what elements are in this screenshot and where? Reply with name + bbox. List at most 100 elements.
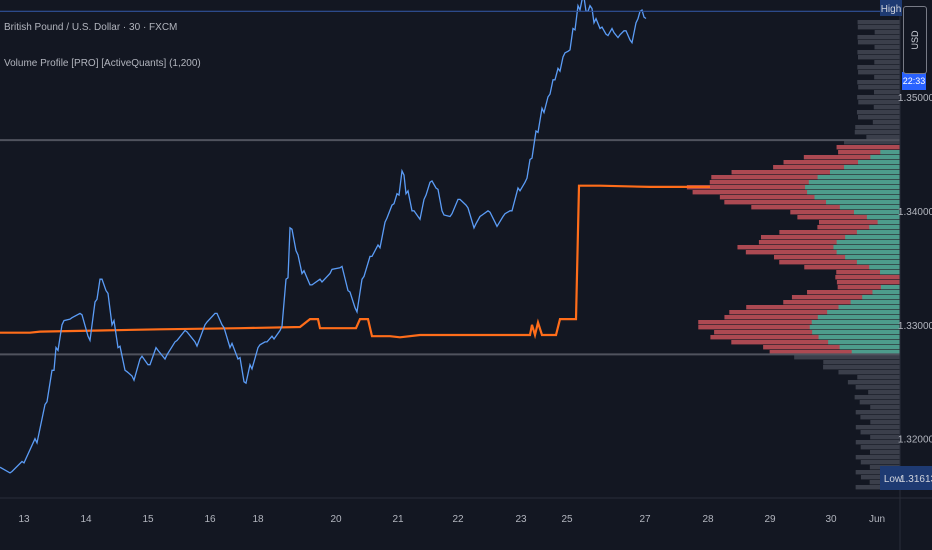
symbol-legend[interactable]: British Pound / U.S. Dollar · 30 · FXCM [4,22,178,33]
profile-bar [836,145,900,150]
profile-bar [870,450,900,455]
profile-bar [803,155,900,160]
profile-bar-inner [856,230,900,235]
x-tick-label: 30 [825,514,837,525]
profile-bar-inner [817,315,900,320]
low-label: Low 1.31613 [880,466,932,490]
profile-bar [858,115,900,120]
profile-bar-inner [811,320,900,325]
profile-bar [870,435,900,440]
x-tick-label: 29 [764,514,776,525]
profile-bar [773,165,900,170]
profile-bar [758,240,900,245]
y-tick-label: 1.34000 [898,207,932,218]
profile-bar [794,355,900,360]
profile-bar [857,95,900,100]
profile-bar-inner [833,245,900,250]
profile-bar [868,390,900,395]
profile-bar [779,260,900,265]
profile-bar-inner [827,310,900,315]
profile-bar-inner [844,165,900,170]
profile-bar [823,365,900,370]
current-price-text: 22:33 [903,76,926,86]
profile-bar [790,210,900,215]
profile-bar [838,150,900,155]
profile-bar [698,320,900,325]
profile-bar-inner [866,215,900,220]
profile-bar [836,270,900,275]
profile-bar [857,40,900,45]
profile-bar [874,30,900,35]
profile-bar [860,415,900,420]
profile-bar-inner [853,210,900,215]
profile-bar [855,410,900,415]
profile-bar-inner [809,325,900,330]
profile-bar [791,295,900,300]
low-label-text: Low [884,474,903,485]
profile-bar [769,350,900,355]
profile-bar-inner [830,170,900,175]
profile-bar [857,80,900,85]
y-tick-label: 1.35000 [898,93,932,104]
profile-bar-inner [836,250,900,255]
profile-bar [817,225,900,230]
high-label-text: High [881,4,902,15]
profile-bar [745,250,900,255]
poc-line [0,184,710,340]
profile-bar [855,470,900,475]
x-tick-label: 16 [204,514,216,525]
profile-bar-inner [869,265,900,270]
y-tick-label: 1.32000 [898,435,932,446]
profile-bar-inner [856,260,900,265]
profile-bar [855,455,900,460]
profile-bar [783,300,900,305]
profile-bar-inner [818,335,900,340]
profile-bar [686,185,900,190]
price-axis[interactable]: 1.35000 1.34000 1.33000 1.32000 [898,93,932,446]
profile-bar [692,190,900,195]
profile-bar [773,255,900,260]
profile-bar [760,235,900,240]
profile-bar [737,245,900,250]
profile-bar [860,445,900,450]
currency-button[interactable]: USD [903,6,927,74]
profile-bar [818,220,900,225]
profile-bar-inner [872,290,900,295]
profile-bar [844,140,900,145]
profile-bar [751,205,900,210]
profile-bar [860,430,900,435]
x-tick-label: 20 [330,514,342,525]
profile-bar [866,135,900,140]
time-axis[interactable]: 13 14 15 16 18 20 21 22 23 25 27 28 29 30 Jun [18,514,885,525]
profile-bar [838,370,900,375]
profile-bar [858,85,900,90]
profile-bar [835,275,900,280]
profile-bar [858,100,900,105]
profile-bar-inner [817,175,900,180]
profile-bar [710,335,900,340]
profile-bar [698,325,900,330]
x-tick-label: 27 [639,514,651,525]
profile-bar [857,35,900,40]
profile-bar-inner [838,305,900,310]
profile-bar-inner [808,180,900,185]
currency-label: USD [910,30,920,50]
profile-bar [855,440,900,445]
x-tick-label: 22 [452,514,464,525]
profile-bar-inner [839,345,900,350]
profile-bar [731,170,900,175]
profile-bar [857,375,900,380]
profile-bar [872,120,900,125]
volume-profile [686,20,900,490]
profile-bar [724,200,900,205]
profile-bar-inner [812,330,900,335]
profile-bar [823,360,900,365]
y-tick-label: 1.33000 [898,321,932,332]
profile-bar [854,130,900,135]
indicator-legend[interactable]: Volume Profile [PRO] [ActiveQuants] (1,2… [4,58,201,69]
profile-bar [855,385,900,390]
profile-bar [807,290,900,295]
x-tick-label: 23 [515,514,527,525]
